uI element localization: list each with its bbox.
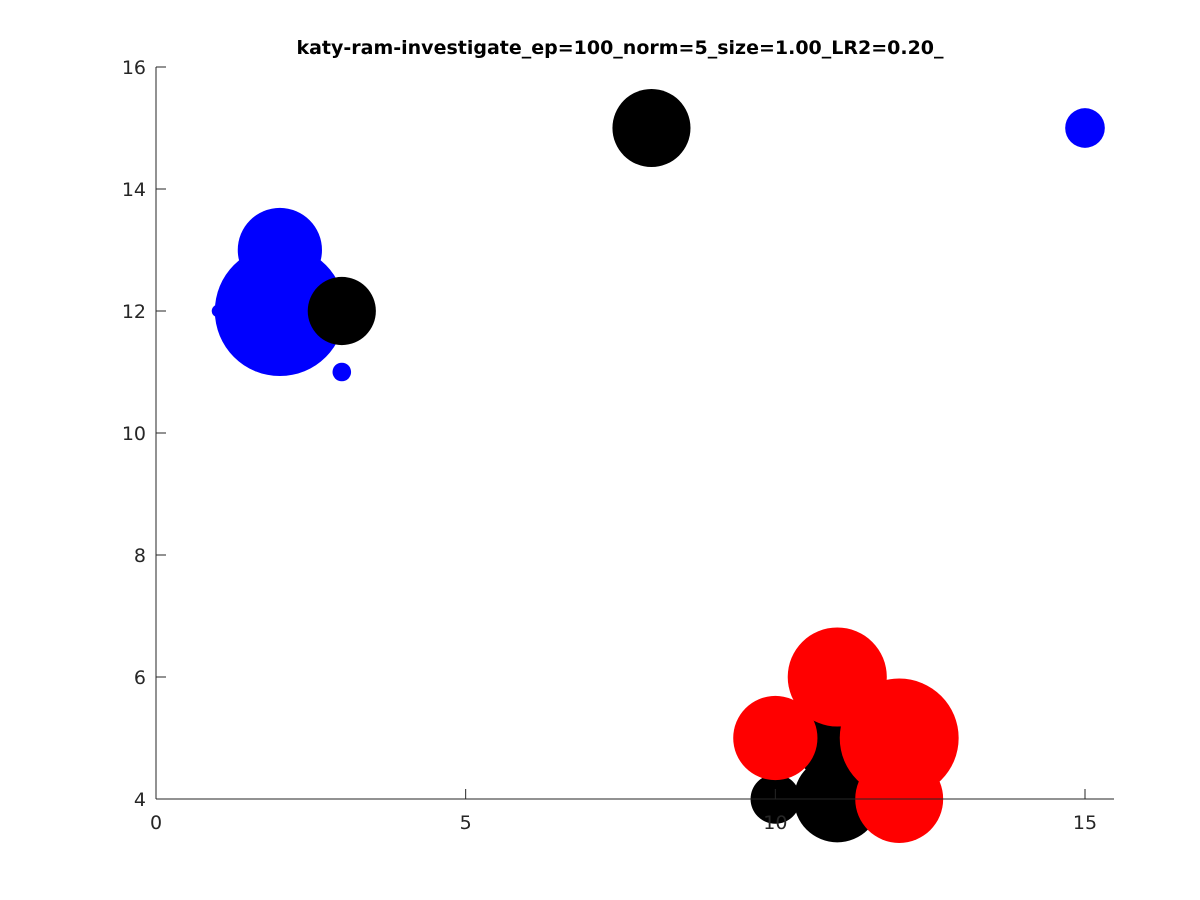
y-axis-ticks: 4 6 8 10 12 14 16	[122, 57, 166, 811]
data-point	[211, 304, 225, 318]
y-tick-label: 16	[122, 57, 146, 79]
chart-title: katy-ram-investigate_ep=100_norm=5_size=…	[296, 37, 944, 59]
x-tick-label: 0	[150, 812, 162, 834]
x-tick-label: 10	[763, 812, 787, 834]
x-tick-label: 15	[1073, 812, 1097, 834]
data-point	[612, 88, 691, 168]
y-tick-label: 6	[134, 667, 146, 689]
x-tick-label: 5	[460, 812, 472, 834]
data-point	[733, 695, 818, 781]
data-point	[237, 207, 322, 293]
data-point	[307, 276, 376, 346]
y-tick-label: 12	[122, 301, 146, 323]
y-tick-label: 14	[122, 179, 146, 201]
y-tick-label: 8	[134, 545, 146, 567]
data-point	[332, 362, 352, 382]
y-tick-label: 10	[122, 423, 146, 445]
x-axis-ticks: 0 5 10 15	[150, 789, 1097, 834]
bubble-layer	[211, 88, 1105, 843]
axes	[155, 67, 1114, 800]
data-point	[214, 245, 345, 377]
y-tick-label: 4	[134, 789, 146, 811]
data-point	[1065, 108, 1105, 148]
